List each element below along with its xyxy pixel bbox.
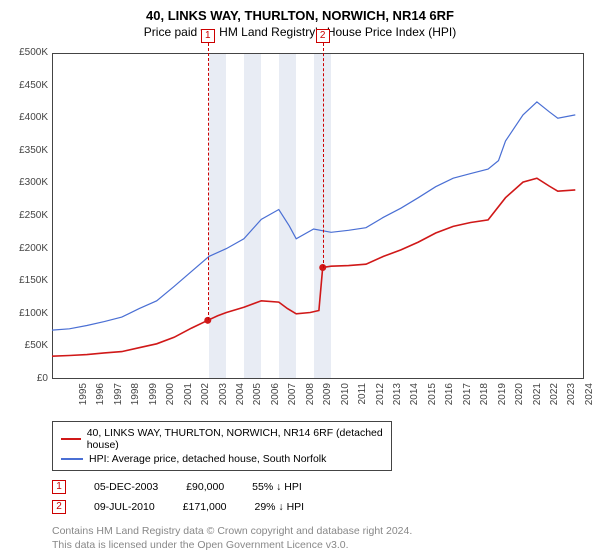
x-tick-label: 2013 <box>392 383 403 413</box>
sale-marker-box: 1 <box>201 29 215 43</box>
sales-row-1: 1 05-DEC-2003 £90,000 55% ↓ HPI <box>52 477 590 497</box>
y-tick-label: £400K <box>10 112 48 123</box>
sales-price-2: £171,000 <box>183 501 227 513</box>
x-tick-label: 2001 <box>183 383 194 413</box>
sale-marker-line <box>323 43 324 268</box>
sales-delta-2: 29% ↓ HPI <box>255 501 305 513</box>
x-tick-label: 2017 <box>462 383 473 413</box>
chart-svg <box>10 45 590 415</box>
y-tick-label: £50K <box>10 340 48 351</box>
y-tick-label: £100K <box>10 308 48 319</box>
x-tick-label: 1999 <box>148 383 159 413</box>
x-tick-label: 2002 <box>200 383 211 413</box>
x-tick-label: 1995 <box>78 383 89 413</box>
x-tick-label: 2014 <box>409 383 420 413</box>
x-tick-label: 2009 <box>322 383 333 413</box>
legend-swatch-blue <box>61 458 83 460</box>
y-tick-label: £450K <box>10 80 48 91</box>
sales-delta-1: 55% ↓ HPI <box>252 481 302 493</box>
sale-marker-box: 2 <box>316 29 330 43</box>
legend-row-hpi: HPI: Average price, detached house, Sout… <box>61 452 383 466</box>
title-line1: 40, LINKS WAY, THURLTON, NORWICH, NR14 6… <box>10 8 590 23</box>
x-tick-label: 2016 <box>444 383 455 413</box>
x-tick-label: 2022 <box>549 383 560 413</box>
x-tick-label: 2000 <box>165 383 176 413</box>
legend-label-2: HPI: Average price, detached house, Sout… <box>89 453 326 465</box>
x-tick-label: 2020 <box>514 383 525 413</box>
sales-row-2: 2 09-JUL-2010 £171,000 29% ↓ HPI <box>52 497 590 517</box>
y-tick-label: £350K <box>10 145 48 156</box>
chart-container: 40, LINKS WAY, THURLTON, NORWICH, NR14 6… <box>0 0 600 560</box>
x-tick-label: 2012 <box>375 383 386 413</box>
chart-area: £0 £50K £100K £150K £200K £250K £300K £350K £400… <box>10 45 590 415</box>
x-tick-label: 2004 <box>235 383 246 413</box>
x-tick-label: 2015 <box>427 383 438 413</box>
title-block: 40, LINKS WAY, THURLTON, NORWICH, NR14 6… <box>10 8 590 39</box>
x-tick-label: 2006 <box>270 383 281 413</box>
sales-price-1: £90,000 <box>186 481 224 493</box>
footnote-line2: This data is licensed under the Open Gov… <box>52 539 590 553</box>
title-line2: Price paid vs. HM Land Registry's House … <box>10 25 590 39</box>
y-tick-label: £200K <box>10 243 48 254</box>
y-tick-label: £300K <box>10 177 48 188</box>
x-tick-label: 2011 <box>357 383 368 413</box>
footnote: Contains HM Land Registry data © Crown c… <box>52 525 590 552</box>
sale-marker-line <box>208 43 209 320</box>
series-line <box>52 102 575 330</box>
x-tick-label: 2007 <box>287 383 298 413</box>
footnote-line1: Contains HM Land Registry data © Crown c… <box>52 525 590 539</box>
x-tick-label: 2018 <box>479 383 490 413</box>
x-tick-label: 2024 <box>584 383 595 413</box>
series-line <box>52 178 575 356</box>
y-tick-label: £250K <box>10 210 48 221</box>
x-tick-label: 1997 <box>113 383 124 413</box>
legend-label-1: 40, LINKS WAY, THURLTON, NORWICH, NR14 6… <box>87 427 383 451</box>
x-tick-label: 2023 <box>566 383 577 413</box>
y-tick-label: £500K <box>10 47 48 58</box>
x-tick-label: 1998 <box>130 383 141 413</box>
y-tick-label: £0 <box>10 373 48 384</box>
x-tick-label: 2010 <box>340 383 351 413</box>
legend-swatch-red <box>61 438 81 440</box>
y-tick-label: £150K <box>10 275 48 286</box>
legend-box: 40, LINKS WAY, THURLTON, NORWICH, NR14 6… <box>52 421 392 471</box>
sales-marker-1: 1 <box>52 480 66 494</box>
x-tick-label: 2003 <box>218 383 229 413</box>
x-tick-label: 1996 <box>95 383 106 413</box>
sales-marker-2: 2 <box>52 500 66 514</box>
sales-table: 1 05-DEC-2003 £90,000 55% ↓ HPI 2 09-JUL… <box>52 477 590 517</box>
sales-date-2: 09-JUL-2010 <box>94 501 155 513</box>
legend-row-price-paid: 40, LINKS WAY, THURLTON, NORWICH, NR14 6… <box>61 426 383 452</box>
x-tick-label: 2005 <box>252 383 263 413</box>
x-tick-label: 2021 <box>532 383 543 413</box>
x-tick-label: 2019 <box>497 383 508 413</box>
sales-date-1: 05-DEC-2003 <box>94 481 158 493</box>
x-tick-label: 2008 <box>305 383 316 413</box>
